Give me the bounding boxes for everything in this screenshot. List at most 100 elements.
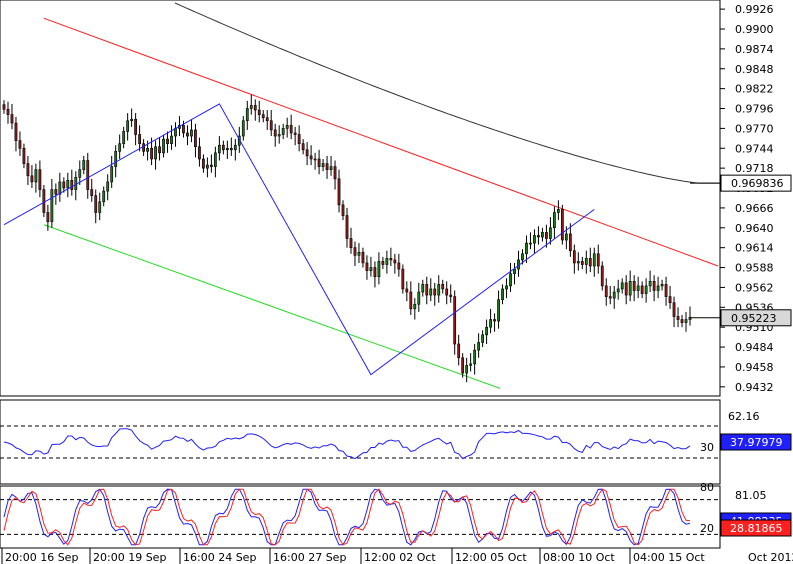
bullish-candle [102,190,106,203]
bullish-candle [281,128,285,135]
bullish-candle [684,319,688,323]
bearish-candle [393,259,397,264]
bullish-candle [489,319,492,328]
bullish-candle [616,288,620,293]
bullish-candle [413,303,417,310]
bullish-candle [78,169,82,178]
bearish-candle [461,357,465,374]
time-tick-label: Oct 2012 [748,551,793,564]
bearish-candle [186,132,189,137]
rsi-badge-box [720,433,792,451]
stoch-signal-badge-value: 28.81865 [730,522,783,535]
bearish-candle [14,122,18,141]
stoch-level-label: 20 [700,522,714,535]
bearish-candle [409,291,413,310]
bullish-candle [576,261,580,264]
time-tick-label: 12:00 05 Oct [455,551,527,564]
bullish-candle [225,147,229,151]
price-tick-label: 0.9432 [735,381,774,394]
bullish-candle [245,108,249,122]
bearish-candle [333,166,337,180]
price-tick-label: 0.9744 [735,142,774,155]
bearish-candle [134,118,138,135]
bearish-candle [341,204,345,216]
bullish-candle [98,201,102,213]
bullish-candle [130,118,134,122]
bullish-candle [217,144,221,154]
bullish-candle [82,160,86,170]
stochastic-panel [0,485,721,549]
bullish-candle [106,181,110,192]
bullish-candle [241,120,245,137]
bearish-candle [150,147,153,160]
bearish-candle [453,296,457,345]
price-tick-label: 0.9484 [735,341,774,354]
time-axis: 20:00 16 Sep 20:00 19 Sep 16:00 24 Sep 16:0… [1,548,793,564]
bearish-candle [580,261,584,265]
bearish-candle [86,160,90,190]
bullish-candle [417,291,421,305]
bullish-candle [564,233,568,241]
bullish-candle [146,147,149,152]
bullish-candle [656,285,660,291]
bullish-candle [481,334,484,343]
bearish-candle [293,132,297,135]
bullish-candle [533,235,536,244]
bullish-candle [170,135,173,144]
bearish-candle [269,120,273,131]
price-tick-label: 0.9666 [735,202,774,215]
bullish-candle [592,253,596,267]
bearish-candle [572,250,576,264]
bearish-candle [301,143,305,151]
bearish-candle [229,147,233,151]
bearish-candle [317,158,321,167]
moving-average-line [174,2,720,184]
bullish-candle [469,363,473,366]
bullish-candle [485,326,488,336]
bearish-candle [668,296,672,304]
bullish-candle [620,282,624,290]
bullish-candle [50,189,54,222]
rsi-level-label: 30 [700,441,714,454]
bearish-candle [309,155,313,160]
bearish-candle [194,129,197,148]
bearish-candle [221,144,225,151]
bearish-candle [652,281,656,291]
bearish-candle [62,181,66,189]
resistance-trendline [43,17,719,267]
bearish-candle [600,265,604,287]
bearish-candle [54,189,58,195]
time-tick-label: 16:00 24 Sep [183,551,256,564]
bullish-candle [249,105,253,109]
bullish-candle [58,181,62,195]
bullish-candle [190,129,193,137]
price-tick-label: 0.9640 [735,222,774,235]
bullish-candle [525,242,528,255]
bearish-candle [202,158,205,169]
time-tick-label: 12:00 02 Oct [364,551,436,564]
bearish-candle [449,294,453,297]
bearish-candle [38,169,42,190]
bullish-candle [505,285,508,290]
bearish-candle [381,261,385,265]
bearish-candle [345,215,349,239]
bearish-candle [210,164,213,167]
bullish-candle [660,284,664,287]
bullish-candle [644,285,648,294]
bearish-candle [265,117,269,122]
bullish-candle [114,151,118,167]
bearish-candle [537,235,540,238]
bullish-candle [549,227,552,239]
bearish-candle [397,262,401,270]
bearish-candle [676,316,680,320]
rsi-badge-value: 37.97979 [730,436,783,449]
bullish-candle [465,365,469,374]
bearish-candle [680,319,684,323]
bullish-candle [118,143,122,152]
bullish-candle [369,267,373,271]
zigzag-polyline [3,103,595,376]
bearish-candle [365,262,369,271]
price-tick-label: 0.9588 [735,262,774,275]
rsi-panel [0,399,721,485]
